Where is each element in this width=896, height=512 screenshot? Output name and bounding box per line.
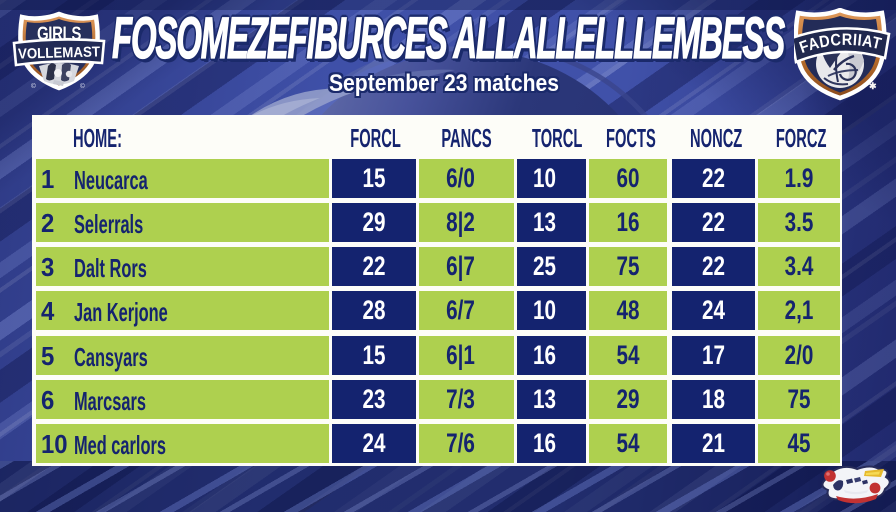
svg-text:✱: ✱ <box>869 81 877 91</box>
svg-text:VOLLEMAST: VOLLEMAST <box>18 44 101 62</box>
svg-text:©: © <box>80 82 85 90</box>
svg-text:©: © <box>31 82 36 90</box>
